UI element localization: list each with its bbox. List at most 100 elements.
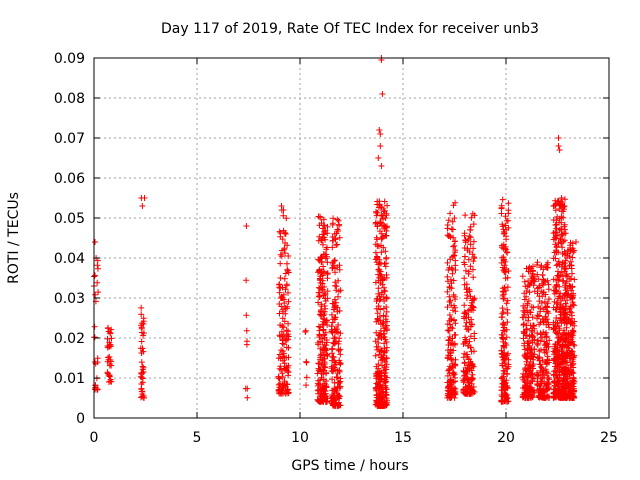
data-point <box>555 239 562 246</box>
y-tick-label: 0.09 <box>54 51 85 67</box>
data-point <box>379 281 386 288</box>
data-point <box>466 379 473 386</box>
x-tick-label: 5 <box>193 430 202 446</box>
data-point <box>558 195 565 201</box>
data-point <box>555 273 562 280</box>
data-point <box>504 310 511 317</box>
data-point <box>470 238 477 245</box>
data-point <box>567 305 574 311</box>
data-point <box>461 245 468 251</box>
data-point <box>527 309 533 315</box>
data-point <box>503 249 510 255</box>
data-point <box>334 226 341 233</box>
data-point <box>542 331 549 338</box>
data-point <box>462 336 469 343</box>
data-point <box>321 311 328 318</box>
data-point <box>562 339 569 346</box>
data-point <box>377 131 384 137</box>
data-point <box>380 319 387 326</box>
data-point <box>335 338 342 345</box>
data-point <box>376 348 383 355</box>
data-point <box>284 242 291 249</box>
data-point <box>280 341 287 348</box>
data-point <box>556 293 563 300</box>
data-point <box>446 327 453 334</box>
grid-lines <box>94 58 609 418</box>
data-point <box>452 267 459 273</box>
data-point <box>499 254 505 261</box>
data-point <box>560 208 567 215</box>
data-point <box>444 278 451 285</box>
data-point <box>501 378 508 385</box>
data-point <box>448 340 455 347</box>
data-point <box>337 287 344 294</box>
data-point <box>561 260 568 267</box>
data-point <box>563 349 570 356</box>
data-point <box>447 297 454 304</box>
data-point <box>375 381 381 388</box>
data-point <box>331 306 338 313</box>
x-tick-label: 15 <box>394 430 412 446</box>
data-point <box>498 347 505 354</box>
data-point <box>502 213 509 220</box>
data-point <box>280 207 287 213</box>
data-point <box>314 339 321 346</box>
data-point <box>284 267 291 274</box>
data-point <box>555 258 562 265</box>
data-point <box>320 315 326 322</box>
data-point <box>535 337 542 344</box>
data-point <box>566 385 573 392</box>
data-point <box>383 386 390 393</box>
data-point <box>314 370 321 377</box>
data-point <box>525 317 532 324</box>
data-point <box>380 215 386 222</box>
data-point <box>552 222 559 228</box>
data-point <box>545 343 552 350</box>
data-point <box>461 339 468 346</box>
data-point <box>302 327 309 334</box>
data-point <box>470 221 477 228</box>
data-point <box>322 236 329 243</box>
data-point <box>280 324 287 331</box>
data-point <box>375 361 382 368</box>
data-point <box>382 288 388 295</box>
data-point <box>138 304 145 311</box>
data-point <box>465 256 472 263</box>
data-point <box>519 394 526 401</box>
data-point <box>446 312 453 318</box>
data-point <box>138 324 145 331</box>
data-point <box>444 222 451 228</box>
data-point <box>383 366 390 373</box>
data-point <box>499 310 506 317</box>
chart-title: Day 117 of 2019, Rate Of TEC Index for r… <box>161 21 539 37</box>
data-point <box>315 360 322 367</box>
data-point <box>332 314 339 321</box>
data-point <box>105 354 112 361</box>
data-point <box>460 341 467 347</box>
data-point <box>504 319 511 326</box>
data-point <box>536 321 543 328</box>
data-point <box>377 296 384 303</box>
data-points <box>91 55 579 409</box>
y-tick-label: 0.08 <box>54 91 85 107</box>
data-point <box>375 266 382 273</box>
data-point <box>569 348 576 355</box>
data-point <box>282 310 289 317</box>
data-point <box>553 235 560 242</box>
data-point <box>557 290 564 297</box>
data-point <box>545 310 552 317</box>
data-point <box>553 282 560 289</box>
data-point <box>336 222 343 229</box>
data-point <box>378 249 385 256</box>
data-point <box>569 369 576 375</box>
data-point <box>374 236 381 243</box>
data-point <box>448 356 455 362</box>
data-point <box>384 202 391 209</box>
data-point <box>544 303 550 310</box>
data-point <box>461 302 468 309</box>
data-point <box>504 382 510 389</box>
data-point <box>503 355 510 362</box>
data-point <box>523 293 530 300</box>
data-point <box>104 324 111 331</box>
data-point <box>372 279 379 286</box>
